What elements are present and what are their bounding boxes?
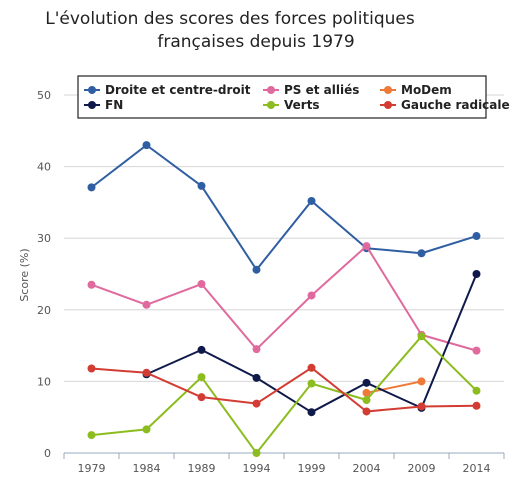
chart-title-line-2: françaises depuis 1979 — [157, 32, 354, 52]
chart-title-line-1: L'évolution des scores des forces politi… — [45, 9, 415, 29]
x-tick-label: 1989 — [188, 462, 216, 475]
data-point[interactable] — [142, 141, 151, 150]
data-point[interactable] — [472, 401, 481, 410]
y-tick-label: 40 — [37, 161, 51, 174]
x-tick-label: 2014 — [463, 462, 491, 475]
y-tick-label: 10 — [37, 375, 51, 388]
series-line — [91, 366, 477, 413]
series-line — [91, 335, 478, 454]
legend-item[interactable]: PS et alliés — [263, 83, 359, 97]
y-tick-label: 50 — [37, 89, 51, 102]
x-tick-label: 1979 — [78, 462, 106, 475]
x-tick-label: 2009 — [408, 462, 436, 475]
data-point[interactable] — [197, 280, 206, 289]
series — [87, 141, 481, 274]
data-point[interactable] — [197, 393, 206, 402]
data-point[interactable] — [142, 425, 151, 434]
data-point[interactable] — [307, 379, 316, 388]
legend-label: Droite et centre-droit — [105, 83, 251, 97]
data-point[interactable] — [197, 181, 206, 190]
data-point[interactable] — [472, 346, 481, 355]
data-point[interactable] — [142, 368, 151, 377]
x-tick-label: 2004 — [353, 462, 381, 475]
legend-item[interactable]: Droite et centre-droit — [84, 83, 251, 97]
series-group — [87, 141, 481, 457]
y-axis-label: Score (%) — [18, 248, 31, 301]
data-point[interactable] — [87, 280, 96, 289]
series-line — [366, 380, 422, 394]
legend-marker — [384, 101, 392, 109]
data-point[interactable] — [472, 386, 481, 395]
data-point[interactable] — [307, 291, 316, 300]
data-point[interactable] — [472, 232, 481, 241]
data-point[interactable] — [87, 431, 96, 440]
legend-box — [77, 75, 487, 119]
legend-label: PS et alliés — [284, 83, 359, 97]
y-tick-label: 30 — [37, 232, 51, 245]
data-point[interactable] — [307, 363, 316, 372]
data-point[interactable] — [87, 183, 96, 192]
series-line — [91, 245, 477, 352]
legend-label: Gauche radicale — [401, 98, 510, 112]
legend: Droite et centre-droit PS et alliés MoDem F… — [77, 75, 510, 119]
data-point[interactable] — [252, 399, 261, 408]
legend-marker — [384, 86, 392, 94]
data-point[interactable] — [252, 373, 261, 382]
data-point[interactable] — [142, 300, 151, 309]
series — [362, 377, 426, 397]
data-point[interactable] — [362, 396, 371, 405]
legend-item[interactable]: MoDem — [380, 83, 452, 97]
data-point[interactable] — [252, 345, 261, 354]
x-tick-label: 1984 — [133, 462, 161, 475]
y-axis-ticks: 0 10 20 30 40 50 — [37, 89, 51, 460]
series — [87, 332, 481, 457]
y-tick-label: 0 — [44, 447, 51, 460]
y-tick-label: 20 — [37, 304, 51, 317]
legend-item[interactable]: FN — [84, 98, 123, 112]
data-point[interactable] — [417, 402, 426, 411]
legend-label: FN — [105, 98, 123, 112]
data-point[interactable] — [252, 449, 261, 457]
data-point[interactable] — [307, 196, 316, 205]
legend-label: MoDem — [401, 83, 452, 97]
data-point[interactable] — [472, 270, 481, 278]
legend-marker — [267, 86, 275, 94]
data-point[interactable] — [417, 332, 426, 341]
series-line — [90, 144, 477, 271]
legend-marker — [88, 101, 96, 109]
legend-item[interactable]: Gauche radicale — [380, 98, 510, 112]
data-point[interactable] — [307, 408, 316, 417]
x-axis-ticks: 1979 1984 1989 1994 1999 2004 2009 2014 — [63, 453, 505, 475]
legend-marker — [267, 101, 275, 109]
data-point[interactable] — [362, 388, 371, 397]
legend-item[interactable]: Verts — [263, 98, 320, 112]
gridlines — [64, 94, 504, 454]
x-tick-label: 1999 — [298, 462, 326, 475]
data-point[interactable] — [362, 378, 371, 387]
data-point[interactable] — [417, 377, 426, 386]
x-tick-label: 1994 — [243, 462, 271, 475]
data-point[interactable] — [197, 373, 206, 382]
data-point[interactable] — [87, 364, 96, 373]
data-point[interactable] — [252, 265, 261, 274]
legend-label: Verts — [284, 98, 320, 112]
data-point[interactable] — [362, 242, 371, 251]
data-point[interactable] — [417, 249, 426, 258]
data-point[interactable] — [197, 345, 206, 354]
data-point[interactable] — [362, 407, 371, 416]
series — [87, 363, 481, 416]
legend-marker — [88, 86, 96, 94]
